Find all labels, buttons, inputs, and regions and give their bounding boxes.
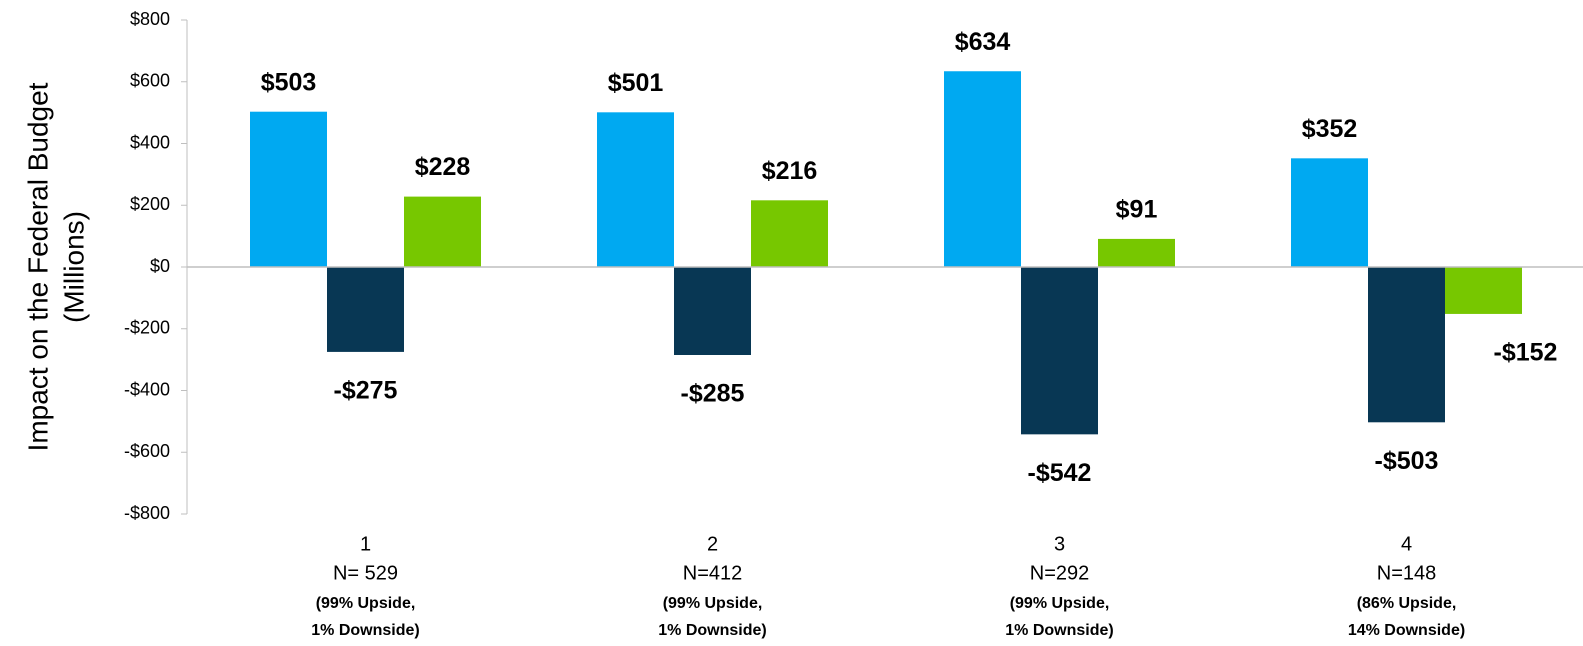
x-tick-label: 3 xyxy=(1054,533,1065,555)
data-label: $91 xyxy=(1116,196,1158,224)
bar xyxy=(327,267,404,352)
y-axis-title-line: (Millions) xyxy=(58,211,89,323)
y-tick-label: $200 xyxy=(130,194,170,214)
y-tick-label: -$400 xyxy=(124,379,170,399)
x-tick-label: (99% Upside, xyxy=(1010,595,1110,612)
data-label: $503 xyxy=(261,68,317,96)
data-label: $634 xyxy=(955,28,1011,56)
x-tick-label: 1% Downside) xyxy=(1005,622,1113,639)
data-label: -$275 xyxy=(334,377,398,405)
x-tick-label: (99% Upside, xyxy=(663,595,763,612)
y-tick-label: $0 xyxy=(150,256,170,276)
bar xyxy=(250,111,327,267)
data-label: $228 xyxy=(415,153,471,181)
x-tick-label: 4 xyxy=(1401,533,1412,555)
x-tick-label: 2 xyxy=(707,533,718,555)
data-label: -$152 xyxy=(1494,339,1558,367)
x-tick-label: N=412 xyxy=(683,562,743,584)
y-tick-label: $800 xyxy=(130,9,170,29)
bar xyxy=(1021,267,1098,435)
data-label: $501 xyxy=(608,69,664,97)
x-tick-label: 14% Downside) xyxy=(1348,622,1465,639)
bar xyxy=(944,71,1021,267)
bar xyxy=(1291,158,1368,267)
x-tick-label: 1% Downside) xyxy=(311,622,419,639)
y-axis-title: Impact on the Federal Budget (Millions) xyxy=(22,82,89,451)
y-axis-title-line: Impact on the Federal Budget xyxy=(22,82,53,451)
x-tick-label: N=292 xyxy=(1030,562,1090,584)
y-tick-label: -$200 xyxy=(124,318,170,338)
bar xyxy=(1445,267,1522,314)
x-tick-label: N=148 xyxy=(1377,562,1437,584)
bar xyxy=(674,267,751,355)
y-tick-label: -$800 xyxy=(124,503,170,523)
y-tick-label: -$600 xyxy=(124,441,170,461)
data-label: $216 xyxy=(762,157,818,185)
x-tick-label: (99% Upside, xyxy=(316,595,416,612)
bar xyxy=(1098,238,1175,267)
x-tick-label: (86% Upside, xyxy=(1357,595,1457,612)
data-label: -$542 xyxy=(1028,459,1092,487)
bar xyxy=(751,200,828,267)
x-tick-label: N= 529 xyxy=(333,562,398,584)
bar xyxy=(404,196,481,267)
data-label: -$285 xyxy=(681,380,745,408)
data-label: -$503 xyxy=(1375,447,1439,475)
bar xyxy=(597,112,674,267)
x-tick-label: 1% Downside) xyxy=(658,622,766,639)
y-tick-label: $600 xyxy=(130,71,170,91)
x-tick-label: 1 xyxy=(360,533,371,555)
bar xyxy=(1368,267,1445,423)
y-tick-label: $400 xyxy=(130,132,170,152)
data-label: $352 xyxy=(1302,115,1358,143)
